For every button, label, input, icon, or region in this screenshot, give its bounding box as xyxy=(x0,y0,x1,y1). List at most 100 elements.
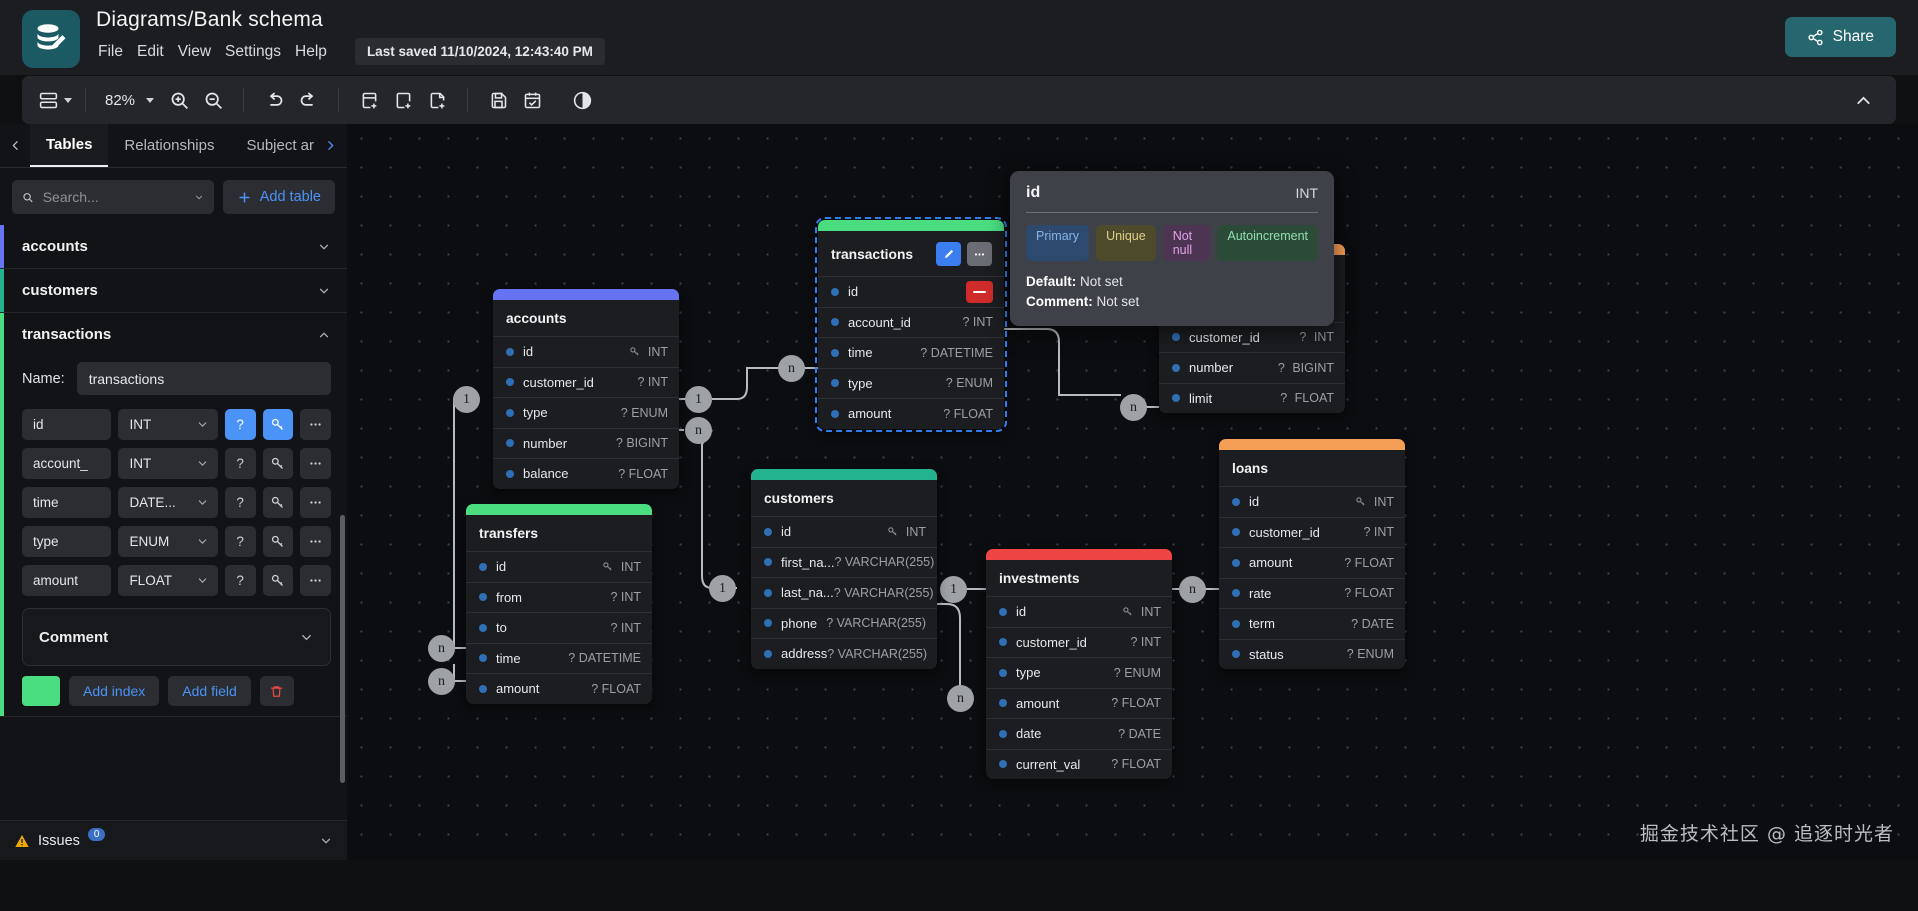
table-field-row[interactable]: type ? ENUM xyxy=(493,397,679,428)
commit-button[interactable] xyxy=(515,83,549,117)
edit-table-button[interactable] xyxy=(936,242,961,266)
search-input[interactable] xyxy=(42,189,185,205)
table-field-row[interactable]: type ? ENUM xyxy=(818,367,1004,399)
table-field-row[interactable]: time ? DATETIME xyxy=(466,642,652,674)
table-field-row[interactable]: account_id ? INT xyxy=(818,306,1004,338)
table-color-swatch[interactable] xyxy=(22,676,60,706)
field-nullable-toggle[interactable]: ? xyxy=(224,448,256,479)
zoom-level-button[interactable]: 82% xyxy=(99,83,155,117)
menu-help[interactable]: Help xyxy=(295,42,327,60)
field-primary-key-toggle[interactable] xyxy=(262,565,294,596)
field-primary-key-toggle[interactable] xyxy=(262,448,294,479)
menu-edit[interactable]: Edit xyxy=(136,42,164,60)
table-field-row[interactable]: amount ? FLOAT xyxy=(986,687,1172,719)
diagram-table-transfers[interactable]: transfers id INT from ? INT to ? INT time ? DAT… xyxy=(466,504,652,704)
add-note-button[interactable] xyxy=(420,83,454,117)
table-field-row[interactable]: id INT xyxy=(1219,486,1405,517)
table-field-row[interactable]: amount ? FLOAT xyxy=(818,398,1004,429)
search-box[interactable] xyxy=(12,180,214,214)
field-more-button[interactable] xyxy=(300,448,332,479)
field-nullable-toggle[interactable]: ? xyxy=(224,526,256,557)
table-accordion-header[interactable]: transactions xyxy=(0,313,347,356)
tabs-next-button[interactable] xyxy=(315,124,345,167)
table-more-button[interactable] xyxy=(967,242,992,266)
field-nullable-toggle[interactable]: ? xyxy=(224,409,256,440)
field-primary-key-toggle[interactable] xyxy=(262,526,294,557)
field-name-input[interactable]: time xyxy=(22,487,112,518)
table-field-row[interactable]: to ? INT xyxy=(466,612,652,643)
field-more-button[interactable] xyxy=(300,409,332,440)
field-name-input[interactable]: account_ xyxy=(22,448,112,479)
menu-settings[interactable]: Settings xyxy=(225,42,282,60)
diagram-table-customers[interactable]: customers id INT first_na...? VARCHAR(255)… xyxy=(751,469,937,669)
table-field-row[interactable]: id INT xyxy=(986,596,1172,627)
table-field-row[interactable]: id INT xyxy=(751,516,937,547)
field-name-input[interactable]: id xyxy=(22,409,112,440)
field-name-input[interactable]: type xyxy=(22,526,112,557)
table-field-row[interactable]: limit ? FLOAT xyxy=(1159,382,1345,414)
table-field-row[interactable]: customer_id ? INT xyxy=(1159,321,1345,353)
field-nullable-toggle[interactable]: ? xyxy=(224,565,256,596)
table-field-row[interactable]: id INT xyxy=(466,551,652,582)
collapse-toolbar-button[interactable] xyxy=(1846,83,1880,117)
comment-collapsible[interactable]: Comment xyxy=(22,608,331,666)
field-more-button[interactable] xyxy=(300,487,332,518)
sidebar-scrollbar[interactable] xyxy=(340,515,345,783)
diagram-table-investments[interactable]: investments id INT customer_id ? INT type ? E… xyxy=(986,549,1172,779)
tab-subject-areas[interactable]: Subject ar xyxy=(230,124,315,167)
delete-table-button[interactable] xyxy=(259,676,294,706)
menu-file[interactable]: File xyxy=(98,42,123,60)
table-field-row[interactable]: last_na...? VARCHAR(255) xyxy=(751,577,937,608)
add-area-button[interactable] xyxy=(386,83,420,117)
add-field-button[interactable]: Add field xyxy=(168,676,251,706)
field-type-select[interactable]: INT xyxy=(118,448,218,479)
share-button[interactable]: Share xyxy=(1784,17,1896,57)
diagram-table-accounts[interactable]: accounts id INT customer_id ? INT type ? ENUM… xyxy=(493,289,679,489)
table-field-row[interactable]: id xyxy=(818,276,1004,307)
field-type-select[interactable]: DATE... xyxy=(118,487,218,518)
table-field-row[interactable]: id INT xyxy=(493,336,679,367)
field-primary-key-toggle[interactable] xyxy=(262,487,294,518)
save-button[interactable] xyxy=(481,83,515,117)
field-type-select[interactable]: FLOAT xyxy=(118,565,218,596)
table-field-row[interactable]: balance ? FLOAT xyxy=(493,458,679,489)
table-field-row[interactable]: first_na...? VARCHAR(255) xyxy=(751,546,937,578)
table-field-row[interactable]: amount ? FLOAT xyxy=(466,673,652,704)
add-index-button[interactable]: Add index xyxy=(69,676,160,706)
field-type-select[interactable]: INT xyxy=(118,409,218,440)
table-name-input[interactable] xyxy=(76,362,331,395)
table-field-row[interactable]: customer_id ? INT xyxy=(1219,516,1405,548)
table-field-row[interactable]: from ? INT xyxy=(466,581,652,613)
tab-tables[interactable]: Tables xyxy=(30,124,109,167)
menu-view[interactable]: View xyxy=(177,42,212,60)
issues-bar[interactable]: Issues 0 xyxy=(0,820,347,860)
diagram-table-transactions[interactable]: transactions id account_id ? INT time ? DATET… xyxy=(815,217,1007,432)
table-accordion-header[interactable]: accounts xyxy=(0,225,347,268)
table-field-row[interactable]: rate ? FLOAT xyxy=(1219,577,1405,609)
zoom-out-button[interactable] xyxy=(196,83,230,117)
layout-menu-button[interactable] xyxy=(38,83,72,117)
tabs-prev-button[interactable] xyxy=(0,124,30,167)
table-field-row[interactable]: status ? ENUM xyxy=(1219,638,1405,670)
field-more-button[interactable] xyxy=(300,565,332,596)
diagram-table-loans[interactable]: loans id INT customer_id ? INT amount ? FLOAT… xyxy=(1219,439,1405,669)
field-name-input[interactable]: amount xyxy=(22,565,112,596)
diagram-canvas[interactable]: 1 1 n n 1 n n 1 n n n cards customer_id … xyxy=(347,124,1918,860)
table-field-row[interactable]: number ? BIGINT xyxy=(1159,352,1345,383)
table-field-row[interactable]: customer_id ? INT xyxy=(986,626,1172,658)
field-type-select[interactable]: ENUM xyxy=(118,526,218,557)
redo-button[interactable] xyxy=(291,83,325,117)
tab-relationships[interactable]: Relationships xyxy=(108,124,230,167)
table-field-row[interactable]: time ? DATETIME xyxy=(818,337,1004,368)
table-field-row[interactable]: date ? DATE xyxy=(986,718,1172,749)
table-field-row[interactable]: current_val ? FLOAT xyxy=(986,748,1172,780)
remove-field-button[interactable] xyxy=(966,280,993,303)
field-more-button[interactable] xyxy=(300,526,332,557)
table-field-row[interactable]: amount ? FLOAT xyxy=(1219,547,1405,578)
zoom-in-button[interactable] xyxy=(162,83,196,117)
table-field-row[interactable]: type ? ENUM xyxy=(986,657,1172,688)
add-table-sidebar-button[interactable]: Add table xyxy=(222,180,335,214)
field-nullable-toggle[interactable]: ? xyxy=(224,487,256,518)
theme-toggle-button[interactable] xyxy=(565,83,599,117)
field-primary-key-toggle[interactable] xyxy=(262,409,294,440)
